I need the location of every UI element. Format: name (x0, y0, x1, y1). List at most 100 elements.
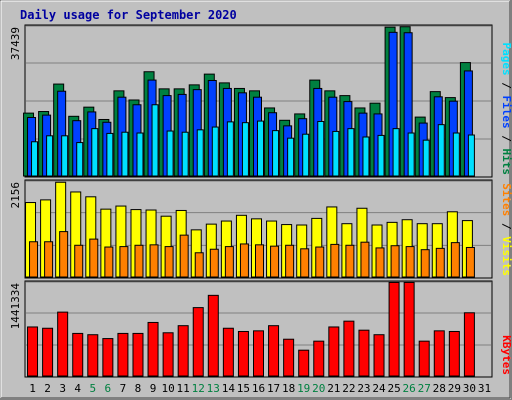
kbytes-bar (102, 338, 114, 377)
kbytes-bar (177, 325, 189, 377)
sites-bar (239, 243, 249, 278)
pages-bar (241, 122, 249, 177)
sites-bar (44, 241, 54, 278)
legend-separator: / (500, 129, 512, 149)
legend-separator: / (500, 76, 512, 96)
pages-bar (377, 134, 385, 177)
legend-visits-sites: Sites / Visits (500, 183, 512, 276)
pages-bar (46, 135, 54, 177)
kbytes-bar (222, 327, 234, 377)
day-label: 5 (89, 382, 96, 395)
pages-bar (422, 139, 430, 177)
y-axis-max-label: 1441334 (9, 283, 22, 330)
legend-files: Files (500, 96, 512, 129)
legend-kbytes: KBytes (500, 335, 512, 375)
kbytes-bar (418, 340, 430, 377)
pages-bar (166, 130, 174, 177)
pages-bar (151, 104, 159, 177)
chart-panels: 37439 Pages / Files / Hits 2156 Sites / Vis… (9, 24, 512, 378)
kbytes-bar (207, 294, 219, 377)
pages-bar (317, 120, 325, 177)
kbytes-bar (433, 330, 445, 377)
sites-bar (315, 246, 325, 278)
sites-bar (59, 231, 69, 278)
sites-bar (420, 249, 430, 278)
pages-bar (31, 141, 39, 177)
kbytes-bar (448, 330, 460, 377)
day-label: 6 (105, 382, 112, 395)
sites-bar (194, 252, 204, 278)
day-label: 1 (29, 382, 36, 395)
pages-bar (257, 120, 264, 177)
kbytes-bar (42, 327, 54, 377)
day-label: 7 (120, 382, 127, 395)
legend-kbytes: KBytes (500, 335, 512, 375)
day-label: 17 (267, 382, 280, 395)
sites-bar (375, 247, 385, 278)
sites-bar (209, 248, 219, 278)
sites-bar (74, 244, 84, 278)
kbytes-bar (192, 307, 204, 377)
kbytes-bar (298, 349, 310, 377)
pages-bar (392, 128, 400, 177)
kbytes-bar (147, 321, 159, 377)
sites-bar (390, 245, 400, 278)
sites-bar (164, 246, 174, 278)
day-label: 20 (312, 382, 325, 395)
sites-bar (405, 246, 415, 278)
sites-bar (300, 248, 310, 278)
sites-bar (255, 244, 264, 278)
kbytes-bar (57, 311, 69, 377)
kbytes-bar (72, 332, 84, 377)
day-label: 24 (372, 382, 386, 395)
kbytes-bar (162, 332, 174, 377)
pages-bar (452, 132, 460, 177)
pages-bar (226, 121, 234, 177)
sites-bar (104, 246, 114, 278)
sites-bar (270, 245, 280, 278)
kbytes-bar (328, 326, 340, 377)
day-label: 28 (433, 382, 446, 395)
sites-bar (179, 234, 189, 278)
legend-visits: Visits (500, 236, 512, 276)
chart-title: Daily usage for September 2020 (20, 8, 237, 22)
panel-visits-sites: 2156 Sites / Visits (9, 179, 512, 279)
day-label: 15 (237, 382, 250, 395)
sites-bar (450, 242, 460, 278)
legend-hits-files-pages: Pages / Files / Hits (500, 43, 512, 176)
panel-hits-files-pages: 37439 Pages / Files / Hits (9, 24, 512, 178)
pages-bar (407, 132, 415, 177)
legend-pages: Pages (500, 43, 512, 76)
pages-bar (347, 128, 355, 177)
kbytes-bar (27, 326, 39, 377)
sites-bar (330, 243, 340, 278)
pages-bar (106, 132, 114, 177)
pages-bar (181, 131, 189, 177)
sites-bar (149, 244, 159, 278)
kbytes-bar (403, 281, 415, 377)
day-label: 16 (252, 382, 265, 395)
sites-bar (29, 241, 39, 278)
pages-bar (272, 130, 280, 177)
pages-bar (362, 136, 370, 177)
pages-bar (91, 128, 99, 177)
sites-bar (89, 238, 99, 278)
pages-bar (196, 129, 204, 177)
pages-bar (287, 137, 295, 177)
sites-bar (360, 241, 370, 278)
day-label: 9 (150, 382, 157, 395)
day-label: 22 (342, 382, 355, 395)
kbytes-bar (132, 332, 144, 377)
day-label: 8 (135, 382, 142, 395)
day-label: 19 (297, 382, 310, 395)
kbytes-bar (463, 312, 475, 377)
pages-bar (302, 133, 310, 177)
legend-separator: / (500, 216, 512, 236)
pages-bar (211, 126, 219, 177)
legend-hits: Hits (500, 149, 512, 176)
day-label: 12 (192, 382, 205, 395)
kbytes-bar (117, 332, 129, 377)
day-label: 23 (357, 382, 370, 395)
day-label: 11 (177, 382, 190, 395)
day-label: 25 (387, 382, 400, 395)
